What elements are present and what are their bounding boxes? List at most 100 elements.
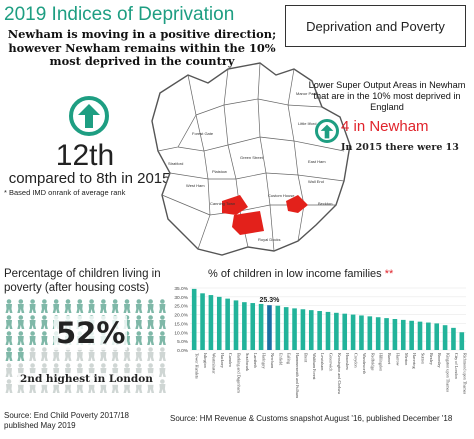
- bar: [233, 300, 239, 350]
- map-label: Wall End: [308, 179, 324, 184]
- bar: [451, 327, 456, 350]
- bar: [342, 313, 348, 350]
- child-figure-icon: [147, 315, 155, 329]
- map-label: Green Street: [240, 155, 264, 160]
- bar: [459, 332, 465, 350]
- map-label: Beckton: [318, 201, 332, 206]
- bar: [225, 298, 230, 350]
- child-poverty-value: 52%: [54, 316, 128, 350]
- map-label: East Ham: [308, 159, 326, 164]
- child-figure-icon: [29, 315, 37, 329]
- x-tick-label: Southwark: [245, 353, 250, 372]
- x-tick-label: Bexley: [429, 353, 434, 366]
- x-tick-label: Hounslow: [345, 353, 350, 370]
- lsoa-count: 4 in Newham: [341, 118, 429, 135]
- imd-footnote: * Based IMD onrank of average rank: [4, 188, 126, 197]
- x-tick-label: Harrow: [395, 353, 400, 366]
- child-figure-icon: [158, 331, 166, 345]
- source-note-left: Source: End Child Poverty 2017/18 publis…: [4, 411, 129, 430]
- child-figure-icon: [17, 347, 25, 361]
- x-tick-label: Tower Hamlets: [195, 353, 200, 379]
- x-tick-label: Merton: [404, 353, 409, 366]
- child-figure-icon: [158, 315, 166, 329]
- child-figure-icon: [5, 315, 13, 329]
- bar: [250, 303, 256, 350]
- x-tick-label: Wandsworth: [362, 353, 367, 375]
- child-figure-icon: [135, 331, 143, 345]
- child-figure-icon: [135, 299, 143, 313]
- child-figure-icon: [158, 363, 166, 377]
- child-figure-icon: [158, 299, 166, 313]
- y-tick-label: 0.0%: [177, 348, 189, 354]
- x-tick-label: Havering: [412, 353, 417, 369]
- x-tick-label: Kingston upon Thames: [446, 353, 451, 392]
- child-figure-icon: [147, 347, 155, 361]
- x-tick-label: Brent: [303, 353, 308, 363]
- bar: [275, 305, 281, 350]
- bar: [375, 317, 381, 350]
- lsoa-previous: In 2015 there were 13: [341, 142, 459, 153]
- bar: [409, 320, 414, 350]
- map-label: Little Ilford: [298, 121, 316, 126]
- headline-text: Newham is moving in a positive direction…: [7, 27, 277, 68]
- bar: [426, 322, 431, 350]
- source-note-right: Source: HM Revenue & Customs snapshot Au…: [170, 414, 453, 423]
- x-tick-label: Haringey: [262, 353, 267, 369]
- child-figure-icon: [64, 299, 72, 313]
- bar: [325, 311, 331, 350]
- bar: [317, 311, 322, 350]
- child-figure-icon: [17, 315, 25, 329]
- map-label: Plaistow: [212, 169, 227, 174]
- imd-compared: compared to 8th in 2015*: [8, 170, 177, 187]
- y-tick-label: 15.0%: [174, 321, 188, 327]
- child-figure-icon: [147, 299, 155, 313]
- bar: [417, 321, 423, 350]
- child-figure-icon: [5, 299, 13, 313]
- x-tick-label: Redbridge: [370, 353, 375, 371]
- x-tick-label: Croydon: [354, 353, 359, 369]
- child-figure-icon: [29, 299, 37, 313]
- map-label: Custom House: [268, 193, 295, 198]
- map-label: West Ham: [186, 183, 205, 188]
- map-label: Canning Town: [210, 201, 235, 206]
- bar: [292, 308, 297, 350]
- bar: [367, 316, 373, 350]
- data-label: 25.3%: [260, 297, 281, 304]
- x-tick-label: Enfield: [278, 353, 283, 366]
- bar: [442, 325, 448, 350]
- bar: [334, 312, 339, 350]
- bar: [400, 319, 406, 350]
- child-figure-icon: [111, 299, 119, 313]
- y-tick-label: 10.0%: [174, 330, 188, 336]
- x-tick-label: Islington: [203, 353, 208, 369]
- x-tick-label: Greenwich: [329, 353, 334, 372]
- bar: [434, 323, 440, 350]
- child-figure-icon: [5, 379, 13, 393]
- bar: [267, 305, 272, 350]
- bar: [200, 293, 205, 350]
- lsoa-description: Lower Super Output Areas in Newham that …: [308, 80, 466, 112]
- x-tick-label: Kensington and Chelsea: [337, 353, 342, 394]
- up-arrow-icon: [69, 96, 109, 136]
- page-title: 2019 Indices of Deprivation: [4, 4, 235, 25]
- map-label: Forest Gate: [192, 131, 214, 136]
- map-label: Stratford: [168, 161, 183, 166]
- bar: [216, 296, 222, 350]
- y-tick-label: 35.0%: [174, 286, 188, 292]
- bar: [258, 303, 264, 350]
- y-tick-label: 20.0%: [174, 313, 188, 319]
- bar: [191, 288, 197, 350]
- x-tick-label: Westminster: [211, 353, 216, 374]
- chart-title-text: % of children in low income families: [208, 268, 382, 280]
- x-tick-label: Richmond upon Thames: [462, 353, 467, 394]
- child-figure-icon: [52, 299, 60, 313]
- y-tick-label: 25.0%: [174, 304, 188, 310]
- x-tick-label: Barnet: [387, 353, 392, 365]
- child-figure-icon: [40, 315, 48, 329]
- child-figure-icon: [158, 379, 166, 393]
- x-tick-label: Ealing: [287, 353, 292, 365]
- y-tick-label: 5.0%: [177, 339, 189, 345]
- child-figure-icon: [5, 363, 13, 377]
- bar: [208, 295, 214, 350]
- x-tick-label: Hillingdon: [379, 353, 384, 372]
